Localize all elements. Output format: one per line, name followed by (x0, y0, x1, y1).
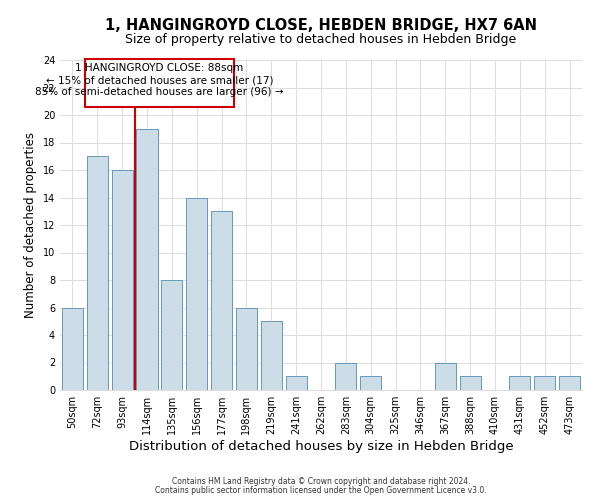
Bar (559, 376, 580, 390)
Bar (186, 198, 207, 390)
Bar (534, 376, 555, 390)
Bar (335, 362, 356, 390)
Bar (136, 128, 158, 390)
Bar (509, 376, 530, 390)
Bar (236, 308, 257, 390)
Bar (87, 156, 108, 390)
Text: Contains public sector information licensed under the Open Government Licence v3: Contains public sector information licen… (155, 486, 487, 495)
Text: ← 15% of detached houses are smaller (17): ← 15% of detached houses are smaller (17… (46, 75, 273, 85)
Text: 85% of semi-detached houses are larger (96) →: 85% of semi-detached houses are larger (… (35, 87, 284, 97)
Text: 1, HANGINGROYD CLOSE, HEBDEN BRIDGE, HX7 6AN: 1, HANGINGROYD CLOSE, HEBDEN BRIDGE, HX7… (105, 18, 537, 32)
Text: Contains HM Land Registry data © Crown copyright and database right 2024.: Contains HM Land Registry data © Crown c… (172, 477, 470, 486)
Bar (62, 308, 83, 390)
Text: Size of property relative to detached houses in Hebden Bridge: Size of property relative to detached ho… (125, 32, 517, 46)
X-axis label: Distribution of detached houses by size in Hebden Bridge: Distribution of detached houses by size … (128, 440, 514, 453)
Bar (360, 376, 381, 390)
Bar (435, 362, 456, 390)
Bar (286, 376, 307, 390)
Bar (261, 322, 282, 390)
FancyBboxPatch shape (85, 60, 233, 107)
Text: 1 HANGINGROYD CLOSE: 88sqm: 1 HANGINGROYD CLOSE: 88sqm (76, 64, 244, 74)
Bar (211, 211, 232, 390)
Bar (460, 376, 481, 390)
Bar (112, 170, 133, 390)
Y-axis label: Number of detached properties: Number of detached properties (24, 132, 37, 318)
Bar (161, 280, 182, 390)
